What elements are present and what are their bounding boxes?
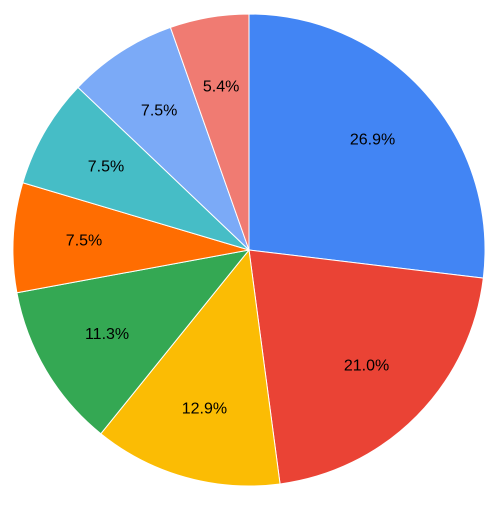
slice-label: 12.9% [182, 400, 227, 417]
pie-slice [16, 249, 251, 435]
pie-slice [248, 13, 486, 279]
pie-slice [248, 249, 484, 485]
pie-slice [12, 182, 250, 294]
pie-slice [169, 13, 250, 251]
slice-label: 11.3% [85, 326, 129, 343]
slice-label: 5.4% [203, 78, 239, 95]
pie-slice [22, 86, 250, 251]
slice-label: 21.0% [344, 357, 389, 374]
pie-slice [77, 26, 250, 251]
slice-label: 7.5% [88, 158, 124, 175]
pie-slice [100, 248, 281, 487]
slice-label: 7.5% [141, 103, 177, 120]
slice-label: 7.5% [66, 232, 102, 249]
slice-label: 26.9% [350, 132, 395, 149]
